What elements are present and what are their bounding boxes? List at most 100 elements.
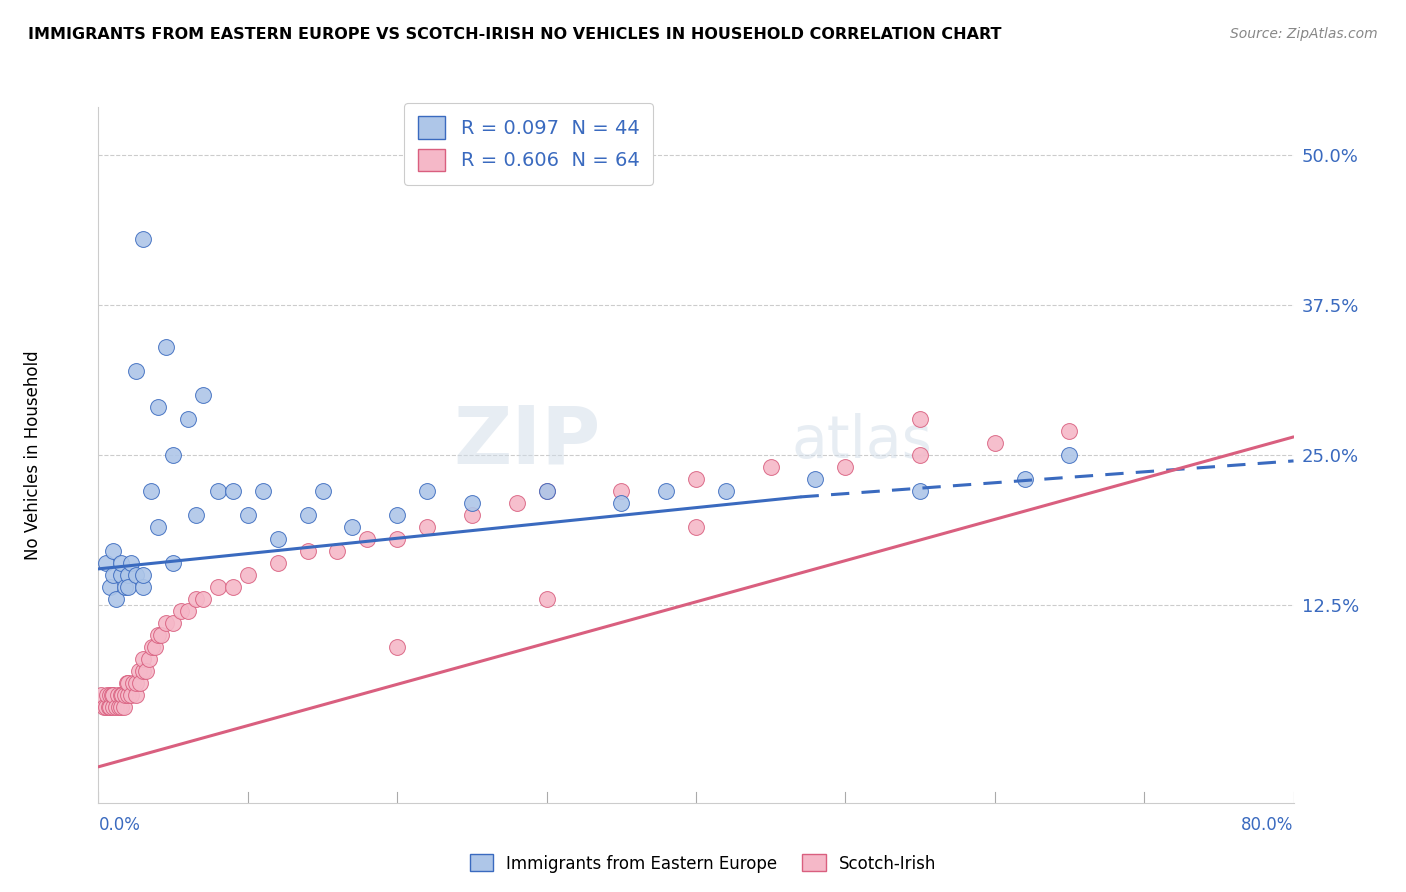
Point — [148, 520, 170, 534]
Point — [108, 699, 131, 714]
Point — [311, 483, 333, 498]
Point — [103, 688, 125, 702]
Point — [461, 508, 484, 522]
Point — [114, 688, 136, 702]
Point — [101, 688, 124, 702]
Point — [207, 483, 229, 498]
Point — [111, 688, 134, 702]
Point — [100, 688, 122, 702]
Point — [685, 520, 707, 534]
Point — [110, 556, 132, 570]
Point — [536, 483, 558, 498]
Point — [100, 580, 122, 594]
Point — [148, 628, 170, 642]
Point — [93, 699, 115, 714]
Point — [610, 483, 633, 498]
Point — [125, 676, 148, 690]
Point — [94, 556, 117, 570]
Text: IMMIGRANTS FROM EASTERN EUROPE VS SCOTCH-IRISH NO VEHICLES IN HOUSEHOLD CORRELAT: IMMIGRANTS FROM EASTERN EUROPE VS SCOTCH… — [28, 27, 1001, 42]
Point — [155, 615, 177, 630]
Point — [177, 604, 200, 618]
Point — [115, 676, 138, 690]
Legend: Immigrants from Eastern Europe, Scotch-Irish: Immigrants from Eastern Europe, Scotch-I… — [463, 847, 943, 880]
Point — [177, 412, 200, 426]
Point — [90, 688, 112, 702]
Point — [342, 520, 364, 534]
Text: Source: ZipAtlas.com: Source: ZipAtlas.com — [1230, 27, 1378, 41]
Point — [236, 567, 259, 582]
Point — [132, 580, 155, 594]
Point — [536, 483, 558, 498]
Point — [267, 556, 290, 570]
Point — [356, 532, 378, 546]
Point — [94, 699, 117, 714]
Point — [252, 483, 274, 498]
Point — [103, 567, 125, 582]
Point — [117, 580, 139, 594]
Point — [184, 591, 207, 606]
Point — [536, 591, 558, 606]
Text: 0.0%: 0.0% — [98, 816, 141, 834]
Point — [222, 580, 245, 594]
Point — [97, 699, 120, 714]
Point — [385, 640, 409, 654]
Point — [169, 604, 191, 618]
Point — [461, 496, 484, 510]
Text: 80.0%: 80.0% — [1241, 816, 1294, 834]
Point — [117, 676, 139, 690]
Point — [110, 699, 132, 714]
Point — [416, 483, 439, 498]
Point — [107, 688, 129, 702]
Point — [105, 699, 128, 714]
Point — [141, 640, 163, 654]
Point — [834, 459, 856, 474]
Text: atlas: atlas — [792, 412, 932, 469]
Point — [297, 544, 319, 558]
Point — [117, 567, 139, 582]
Point — [297, 508, 319, 522]
Point — [162, 556, 184, 570]
Point — [207, 580, 229, 594]
Point — [132, 232, 155, 246]
Point — [120, 556, 142, 570]
Point — [326, 544, 349, 558]
Point — [267, 532, 290, 546]
Point — [103, 544, 125, 558]
Point — [506, 496, 529, 510]
Point — [103, 699, 125, 714]
Point — [804, 472, 827, 486]
Point — [184, 508, 207, 522]
Point — [1014, 472, 1036, 486]
Point — [685, 472, 707, 486]
Point — [162, 448, 184, 462]
Point — [100, 699, 122, 714]
Point — [117, 688, 139, 702]
Point — [96, 688, 118, 702]
Point — [114, 580, 136, 594]
Point — [222, 483, 245, 498]
Text: No Vehicles in Household: No Vehicles in Household — [24, 350, 42, 560]
Point — [908, 483, 931, 498]
Text: ZIP: ZIP — [453, 402, 600, 480]
Point — [385, 532, 409, 546]
Point — [1059, 448, 1081, 462]
Legend: R = 0.097  N = 44, R = 0.606  N = 64: R = 0.097 N = 44, R = 0.606 N = 64 — [405, 103, 652, 185]
Point — [112, 699, 135, 714]
Point — [162, 615, 184, 630]
Point — [191, 591, 214, 606]
Point — [138, 652, 160, 666]
Point — [984, 436, 1007, 450]
Point — [655, 483, 678, 498]
Point — [150, 628, 173, 642]
Point — [132, 652, 155, 666]
Point — [129, 676, 152, 690]
Point — [110, 567, 132, 582]
Point — [125, 567, 148, 582]
Point — [125, 688, 148, 702]
Point — [610, 496, 633, 510]
Point — [120, 688, 142, 702]
Point — [143, 640, 166, 654]
Point — [1059, 424, 1081, 438]
Point — [148, 400, 170, 414]
Point — [132, 664, 155, 678]
